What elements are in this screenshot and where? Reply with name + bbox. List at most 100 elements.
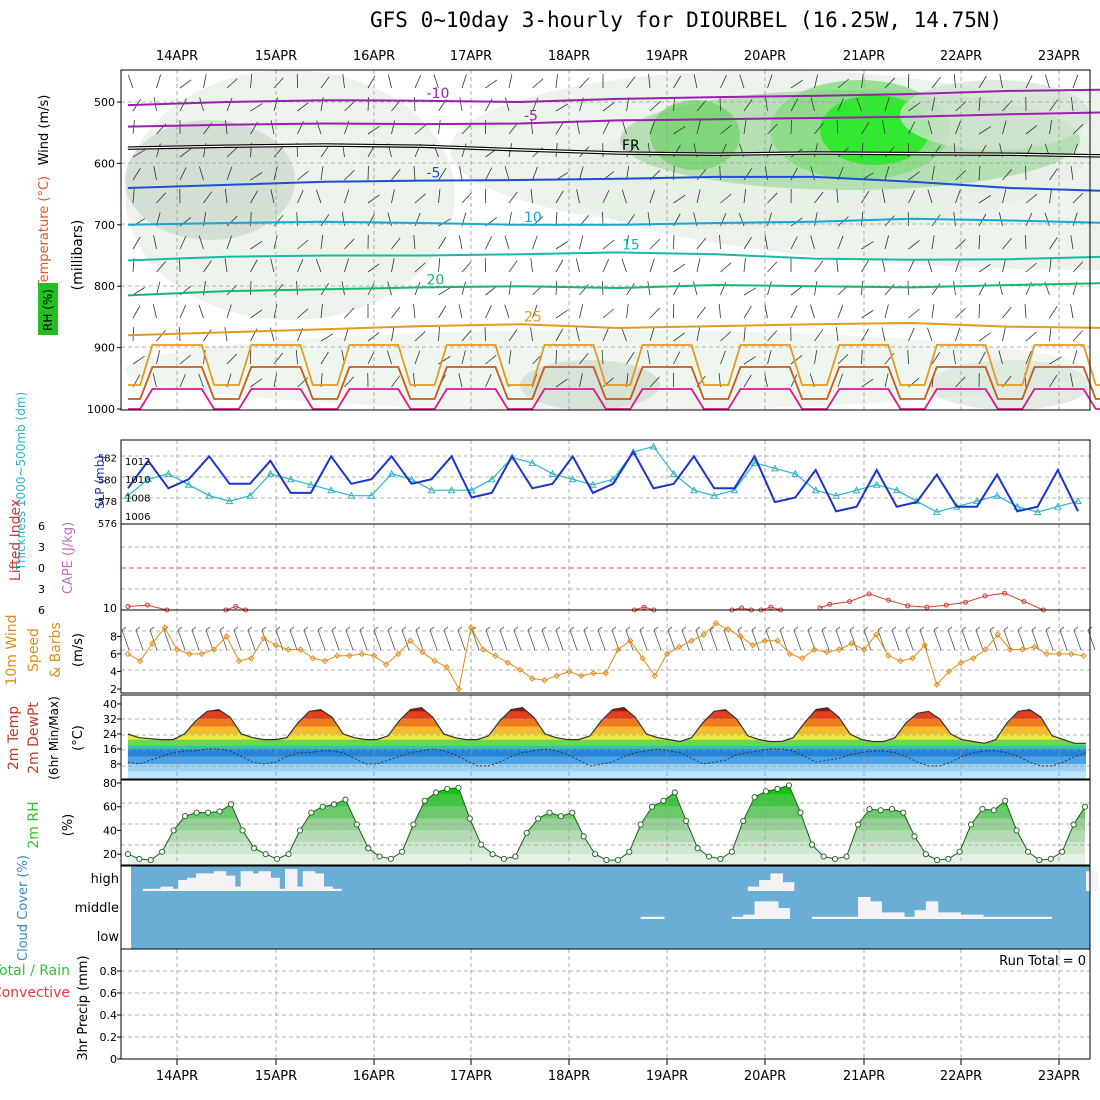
- wind-barb: [978, 263, 991, 273]
- wind-barb: [931, 235, 935, 250]
- wind-barb: [532, 97, 539, 112]
- rh-marker: [660, 797, 667, 804]
- wind-barb-10m: [443, 629, 452, 651]
- middle-cloud-bar: [835, 916, 848, 919]
- wind-barb: [179, 236, 187, 250]
- wind-barb: [344, 100, 355, 112]
- wind-speed-marker: [1055, 650, 1063, 658]
- wind-speed-marker: [945, 668, 953, 675]
- temperature-contour-label: 20: [427, 272, 445, 288]
- wind-barb: [601, 350, 604, 365]
- wind-barb: [696, 120, 701, 135]
- wind-barb-10m: [975, 629, 984, 651]
- thickness-marker: [791, 469, 800, 477]
- wind-barb: [649, 120, 656, 135]
- wind-barb: [790, 374, 798, 388]
- wind-barb-10m: [1087, 629, 1096, 651]
- wind-barb: [344, 169, 355, 181]
- thickness-axis-label: Thickness 1000~500mb (dm): [14, 392, 28, 571]
- wind-barb: [1072, 192, 1084, 204]
- wind-barb: [438, 258, 441, 273]
- middle-cloud-bar: [812, 916, 825, 919]
- wind-barb-flag: [919, 626, 925, 631]
- wind-barb-10m: [135, 629, 144, 651]
- wind-speed-marker: [627, 637, 634, 644]
- rh-marker: [649, 803, 656, 810]
- wind-barb: [504, 304, 510, 319]
- rh-marker: [762, 788, 770, 795]
- wind-barb-flag: [149, 626, 155, 631]
- wind-barb: [391, 258, 395, 273]
- wind-axis-label: Wind (m/s): [37, 95, 52, 166]
- rh-marker: [990, 807, 997, 814]
- wind-speed-marker: [737, 633, 744, 640]
- rh-marker: [136, 855, 143, 862]
- rh-marker: [399, 848, 406, 855]
- wind-barb-flag: [877, 626, 883, 631]
- wind-barb: [485, 286, 497, 296]
- high-cloud-bar: [169, 888, 182, 891]
- wind-barb: [927, 327, 933, 342]
- wind-barb: [767, 281, 772, 296]
- wind-barb: [602, 377, 614, 388]
- rh2m-panel: 20 40 60 80 2m RH (%): [26, 777, 1091, 866]
- date-label-bottom: 16APR: [353, 1069, 395, 1084]
- wind-barb: [224, 189, 228, 204]
- wind-barb-10m: [933, 629, 942, 651]
- wind-barb: [908, 121, 916, 135]
- wind-barb: [621, 189, 627, 204]
- wind-barb-flag: [933, 626, 939, 631]
- wind-barb: [647, 350, 651, 365]
- wind-barb: [884, 235, 890, 250]
- wind-barb: [296, 281, 298, 296]
- rh-marker: [751, 794, 758, 801]
- wind-speed-marker: [639, 655, 646, 662]
- wind-barb: [1025, 75, 1033, 89]
- wind-barb: [250, 259, 258, 273]
- wind-barb: [250, 309, 263, 319]
- thickness-marker: [124, 491, 132, 499]
- rh-marker: [285, 851, 292, 858]
- rh-marker: [432, 789, 440, 796]
- wind-speed-marker: [235, 657, 243, 665]
- wind-barb: [461, 192, 472, 204]
- wind-barb-flag: [135, 626, 141, 631]
- slp-tick-label: 1012: [125, 457, 150, 468]
- wind-barb-10m: [471, 629, 480, 651]
- wind-barb: [530, 189, 533, 204]
- wind-barb: [508, 122, 518, 135]
- wind-barb: [837, 373, 843, 388]
- wind-barb: [1002, 327, 1006, 342]
- high-cloud-bar: [267, 877, 280, 891]
- middle-cloud-bar: [823, 916, 837, 919]
- rh-band: [127, 818, 1086, 831]
- lifted-index-marker: [827, 601, 833, 607]
- wind-barb: [579, 373, 583, 388]
- wind-barb: [743, 120, 747, 135]
- wind-barb: [270, 189, 275, 204]
- date-label-top: 19APR: [646, 49, 688, 64]
- wind-barb: [814, 122, 824, 135]
- wind-barb-flag: [219, 626, 225, 631]
- wind-speed-marker: [136, 657, 144, 665]
- upper-ytick-label: 700: [94, 219, 115, 232]
- rh-marker: [580, 833, 587, 840]
- lifted-index-line: [731, 607, 752, 611]
- wind-barb: [156, 330, 166, 342]
- wind-barb: [696, 237, 707, 250]
- wind-speed-marker: [1031, 643, 1038, 651]
- rh-marker: [900, 809, 907, 816]
- rh-marker: [1013, 827, 1020, 834]
- wind-barb: [461, 281, 467, 296]
- wind-barb-10m: [751, 629, 760, 651]
- middle-cloud-bar: [892, 912, 905, 919]
- freezing-line-inner: [127, 144, 1100, 157]
- thickness-tick-label: 582: [98, 453, 117, 464]
- wind-barb: [156, 261, 166, 273]
- wind-barb: [790, 98, 799, 112]
- wind-barb-10m: [513, 629, 522, 651]
- wind-barb-10m: [723, 629, 732, 651]
- wind-barb: [908, 259, 915, 273]
- temp-band: [127, 707, 1087, 712]
- lifted-index-marker: [233, 604, 239, 609]
